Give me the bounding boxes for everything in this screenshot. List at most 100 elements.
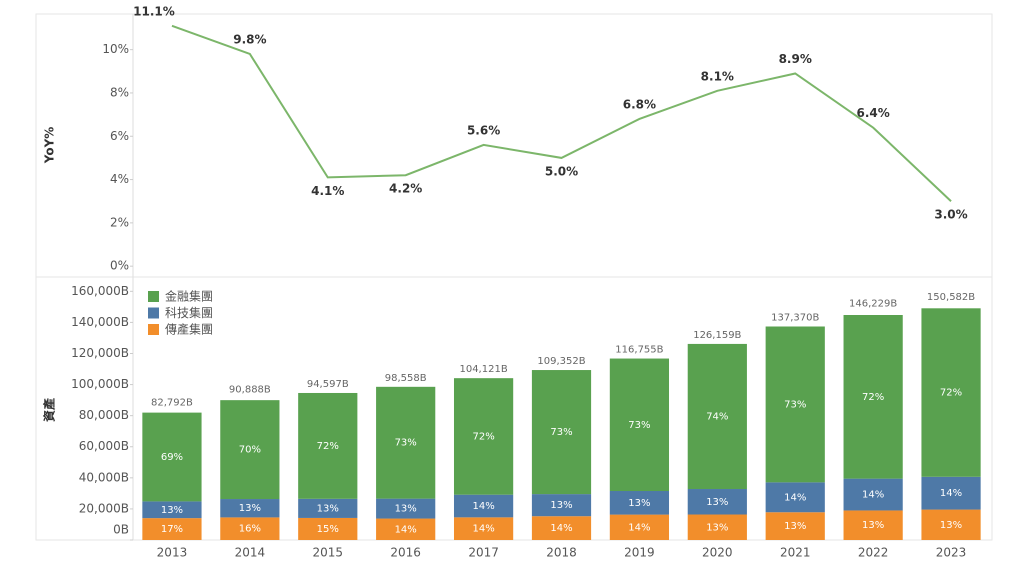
legend-label: 科技集團 — [165, 305, 213, 320]
segment-label: 14% — [472, 501, 494, 512]
total-label: 90,888B — [229, 385, 271, 396]
segment-label: 70% — [239, 445, 261, 456]
bar-segment — [609, 514, 670, 540]
segment-label: 15% — [317, 524, 339, 535]
x-tick-label: 2017 — [468, 546, 499, 560]
line-series — [171, 24, 952, 202]
segment-label: 17% — [161, 524, 183, 535]
segment-label: 13% — [317, 503, 339, 514]
segment-label: 72% — [862, 392, 884, 403]
data-label: 9.8% — [233, 32, 266, 46]
x-tick-label: 2020 — [702, 546, 733, 560]
y-tick-label: 2% — [110, 215, 129, 229]
bar-segment — [921, 308, 981, 477]
segment-label: 14% — [395, 524, 417, 535]
bar-segment — [298, 517, 358, 540]
y-tick-label: 0% — [110, 259, 129, 273]
x-tick-label: 2015 — [312, 546, 343, 560]
bar-segment — [298, 392, 358, 499]
segment-label: 73% — [395, 438, 417, 449]
segment-label: 13% — [706, 522, 728, 533]
bar-segment — [220, 517, 280, 540]
segment-label: 72% — [472, 431, 494, 442]
bar-segment — [921, 476, 981, 510]
x-tick-label: 2021 — [780, 546, 811, 560]
bar-segment — [531, 516, 592, 540]
x-tick-label: 2023 — [936, 546, 967, 560]
data-label: 11.1% — [133, 4, 175, 18]
bar-segment — [921, 509, 981, 540]
bar-segment — [220, 400, 280, 500]
bar-segment — [531, 494, 592, 517]
y-tick-label: 0B — [113, 523, 129, 537]
data-label: 5.6% — [467, 123, 500, 137]
x-tick-label: 2019 — [624, 546, 655, 560]
total-label: 137,370B — [771, 312, 819, 323]
bar-segment — [220, 499, 280, 518]
segment-label: 13% — [395, 504, 417, 515]
segment-label: 13% — [862, 520, 884, 531]
y-tick-label: 120,000B — [71, 346, 129, 360]
segment-label: 14% — [472, 524, 494, 535]
segment-label: 13% — [161, 505, 183, 516]
total-label: 146,229B — [849, 299, 897, 310]
x-tick-label: 2013 — [157, 546, 188, 560]
segment-label: 13% — [628, 498, 650, 509]
top-panel — [35, 13, 993, 278]
data-label: 6.8% — [623, 97, 656, 111]
y-tick-label: 80,000B — [79, 408, 129, 422]
segment-label: 14% — [862, 490, 884, 501]
y-tick-label: 20,000B — [79, 501, 129, 515]
y-tick-label: 4% — [110, 172, 129, 186]
segment-label: 13% — [940, 520, 962, 531]
segment-label: 14% — [628, 522, 650, 533]
segment-label: 16% — [239, 524, 261, 535]
segment-label: 73% — [784, 399, 806, 410]
bar-segment — [687, 343, 747, 490]
segment-label: 13% — [550, 500, 572, 511]
legend-swatch — [148, 307, 159, 319]
data-label: 8.9% — [779, 52, 812, 66]
bar-segment — [142, 501, 202, 519]
y-tick-label: 10% — [102, 42, 129, 56]
segment-label: 73% — [628, 420, 650, 431]
y-tick-label: 140,000B — [71, 315, 129, 329]
bar-segment — [298, 498, 358, 518]
bar-segment — [843, 315, 903, 479]
data-label: 4.1% — [311, 184, 344, 198]
bar-segment — [765, 326, 825, 483]
segment-label: 74% — [706, 411, 728, 422]
x-tick-label: 2018 — [546, 546, 577, 560]
legend-label: 傳產集團 — [165, 322, 213, 337]
segment-label: 72% — [317, 441, 339, 452]
bar-segment — [687, 489, 747, 515]
total-label: 94,597B — [307, 379, 349, 390]
x-tick-label: 2016 — [390, 546, 421, 560]
bottom-panel — [35, 276, 993, 541]
segment-label: 72% — [940, 388, 962, 399]
bar-segment — [765, 512, 825, 540]
bar-segment — [843, 478, 903, 511]
data-label: 5.0% — [545, 164, 578, 178]
y-tick-label: 6% — [110, 129, 129, 143]
y-axis-label: YoY% — [43, 127, 57, 165]
bar-segment — [531, 370, 592, 495]
legend-swatch — [148, 324, 159, 335]
y-axis-label: 資產 — [42, 398, 57, 422]
bar-segment — [453, 378, 514, 495]
data-label: 6.4% — [856, 106, 889, 120]
bar-segment — [376, 518, 436, 540]
bar-segment — [453, 517, 514, 540]
x-tick-label: 2014 — [235, 546, 266, 560]
data-label: 4.2% — [389, 182, 422, 196]
total-label: 109,352B — [537, 356, 585, 367]
total-label: 104,121B — [459, 364, 507, 375]
bar-segment — [609, 491, 670, 515]
y-tick-label: 8% — [110, 85, 129, 99]
total-label: 98,558B — [385, 373, 427, 384]
y-tick-label: 100,000B — [71, 377, 129, 391]
bar-segment — [453, 494, 514, 518]
legend-label: 金融集團 — [165, 289, 213, 304]
total-label: 116,755B — [615, 345, 663, 356]
